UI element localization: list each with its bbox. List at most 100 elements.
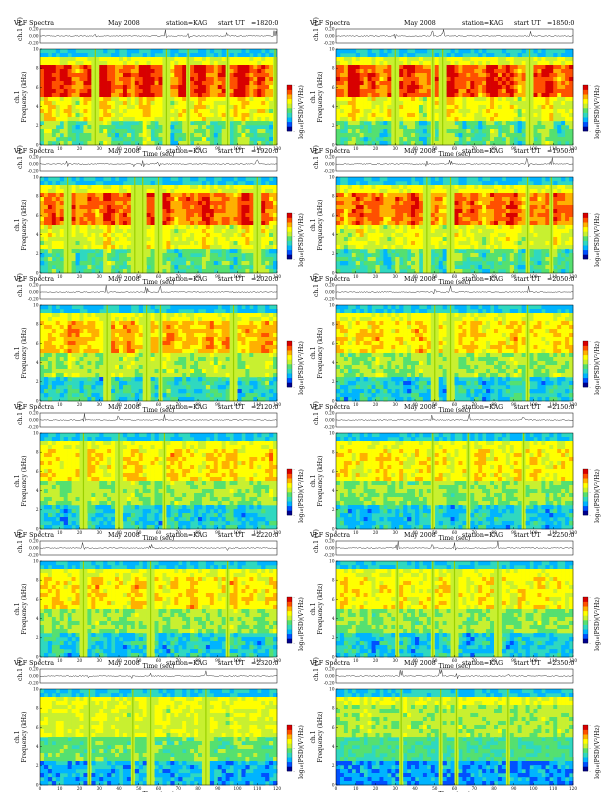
psd-cell xyxy=(194,101,198,105)
psd-cell xyxy=(103,141,107,145)
psd-cell xyxy=(486,241,490,245)
psd-cell xyxy=(494,241,498,245)
psd-cell xyxy=(99,73,103,77)
psd-cell xyxy=(87,261,91,265)
psd-cell xyxy=(241,117,245,121)
psd-cell xyxy=(427,101,431,105)
psd-cell xyxy=(376,85,380,89)
psd-cell xyxy=(159,89,163,93)
colorbar-tick-label: - xyxy=(294,235,296,239)
psd-cell xyxy=(119,93,123,97)
psd-cell xyxy=(494,125,498,129)
psd-cell xyxy=(534,121,538,125)
psd-cell xyxy=(80,105,84,109)
psd-cell xyxy=(534,61,538,65)
psd-cell xyxy=(498,257,502,261)
psd-cell xyxy=(99,97,103,101)
psd-cell xyxy=(40,181,44,185)
psd-cell xyxy=(451,241,455,245)
psd-cell xyxy=(56,105,60,109)
psd-cell xyxy=(383,181,387,185)
psd-cell xyxy=(387,129,391,133)
psd-cell xyxy=(182,241,186,245)
psd-cell xyxy=(230,193,234,197)
psd-cell xyxy=(458,209,462,213)
psd-cell xyxy=(537,81,541,85)
psd-cell xyxy=(376,241,380,245)
psd-cell xyxy=(52,189,56,193)
psd-cell xyxy=(522,109,526,113)
psd-cell xyxy=(87,89,91,93)
psd-cell xyxy=(427,81,431,85)
psd-cell xyxy=(222,177,226,181)
psd-cell xyxy=(166,177,170,181)
psd-cell xyxy=(549,97,553,101)
psd-cell xyxy=(103,193,107,197)
psd-cell xyxy=(336,193,340,197)
psd-cell xyxy=(226,233,230,237)
psd-cell xyxy=(119,65,123,69)
psd-cell xyxy=(395,101,399,105)
psd-cell xyxy=(379,209,383,213)
psd-cell xyxy=(549,101,553,105)
psd-cell xyxy=(356,81,360,85)
psd-cell xyxy=(376,221,380,225)
psd-cell xyxy=(182,193,186,197)
psd-cell xyxy=(103,89,107,93)
psd-cell xyxy=(340,97,344,101)
psd-cell xyxy=(139,141,143,145)
psd-cell xyxy=(245,221,249,225)
psd-cell xyxy=(241,137,245,141)
psd-cell xyxy=(68,225,72,229)
psd-cell xyxy=(415,81,419,85)
psd-cell xyxy=(443,81,447,85)
psd-cell xyxy=(60,137,64,141)
psd-cell xyxy=(553,129,557,133)
psd-cell xyxy=(530,125,534,129)
psd-cell xyxy=(202,101,206,105)
psd-cell xyxy=(186,233,190,237)
psd-cell xyxy=(162,197,166,201)
psd-cell xyxy=(151,141,155,145)
psd-cell xyxy=(190,129,194,133)
psd-cell xyxy=(249,57,253,61)
psd-cell xyxy=(455,213,459,217)
psd-cell xyxy=(99,89,103,93)
psd-cell xyxy=(273,213,277,217)
psd-cell xyxy=(431,245,435,249)
psd-cell xyxy=(376,253,380,257)
psd-cell xyxy=(139,61,143,65)
psd-cell xyxy=(206,73,210,77)
psd-cell xyxy=(368,221,372,225)
psd-cell xyxy=(107,93,111,97)
psd-cell xyxy=(230,113,234,117)
psd-cell xyxy=(111,97,115,101)
psd-cell xyxy=(273,189,277,193)
psd-cell xyxy=(348,197,352,201)
psd-cell xyxy=(95,141,99,145)
psd-cell xyxy=(253,97,257,101)
psd-cell xyxy=(443,217,447,221)
psd-cell xyxy=(545,105,549,109)
psd-cell xyxy=(103,181,107,185)
psd-cell xyxy=(537,125,541,129)
psd-cell xyxy=(482,57,486,61)
psd-cell xyxy=(135,69,139,73)
psd-cell xyxy=(99,109,103,113)
psd-cell xyxy=(494,253,498,257)
psd-cell xyxy=(182,77,186,81)
psd-cell xyxy=(557,113,561,117)
psd-cell xyxy=(119,97,123,101)
psd-cell xyxy=(56,181,60,185)
psd-cell xyxy=(222,217,226,221)
psd-cell xyxy=(95,69,99,73)
psd-cell xyxy=(245,189,249,193)
psd-cell xyxy=(455,217,459,221)
psd-cell xyxy=(466,249,470,253)
psd-cell xyxy=(561,101,565,105)
psd-cell xyxy=(249,245,253,249)
psd-cell xyxy=(119,209,123,213)
psd-cell xyxy=(502,61,506,65)
psd-cell xyxy=(214,237,218,241)
psd-cell xyxy=(83,209,87,213)
